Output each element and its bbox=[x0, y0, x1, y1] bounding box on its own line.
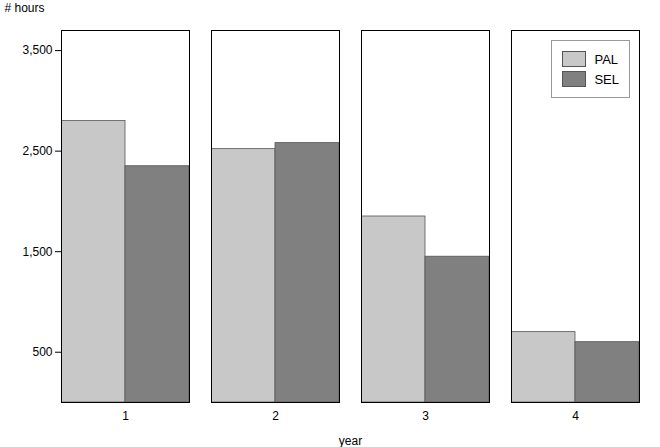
svg-text:# hours: # hours bbox=[5, 1, 45, 15]
svg-text:2,500: 2,500 bbox=[22, 144, 52, 158]
svg-text:3: 3 bbox=[422, 409, 429, 423]
svg-text:1: 1 bbox=[122, 409, 129, 423]
svg-text:3,500: 3,500 bbox=[22, 43, 52, 57]
html-text:PAL: PAL bbox=[594, 51, 618, 67]
html-text:SEL: SEL bbox=[594, 71, 619, 87]
svg-text:1,500: 1,500 bbox=[22, 245, 52, 259]
svg-text:500: 500 bbox=[32, 345, 52, 359]
svg-text:2: 2 bbox=[272, 409, 279, 423]
svg-text:year: year bbox=[339, 434, 362, 447]
svg-text:4: 4 bbox=[572, 409, 579, 423]
